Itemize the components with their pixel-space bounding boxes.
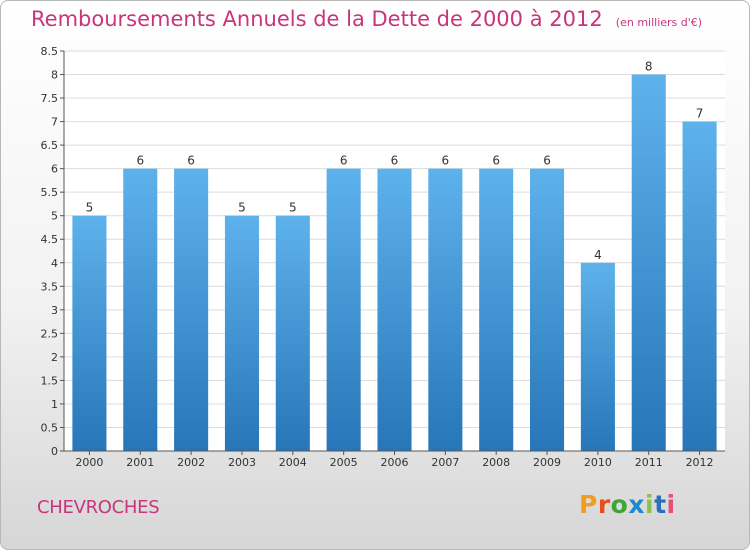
y-tick-label: 8.5 bbox=[41, 45, 59, 58]
bar bbox=[479, 168, 514, 451]
x-tick-label: 2012 bbox=[686, 456, 714, 469]
bar-value-label: 8 bbox=[645, 60, 653, 74]
y-tick-label: 5 bbox=[51, 210, 58, 223]
bar-value-label: 7 bbox=[696, 107, 704, 121]
x-tick-label: 2007 bbox=[431, 456, 459, 469]
y-tick-label: 0.5 bbox=[41, 421, 59, 434]
bar bbox=[631, 74, 666, 451]
bar-value-label: 4 bbox=[594, 248, 602, 262]
y-tick-label: 7 bbox=[51, 116, 58, 129]
y-tick-label: 6.5 bbox=[41, 139, 59, 152]
x-tick-label: 2004 bbox=[279, 456, 307, 469]
x-tick-label: 2006 bbox=[381, 456, 409, 469]
chart-title: Remboursements Annuels de la Dette de 20… bbox=[31, 7, 603, 31]
y-tick-label: 1 bbox=[51, 398, 58, 411]
bar-value-label: 6 bbox=[187, 154, 195, 168]
bar-value-label: 6 bbox=[543, 154, 551, 168]
y-tick-label: 1.5 bbox=[41, 374, 59, 387]
logo-letter: x bbox=[628, 490, 645, 519]
y-tick-label: 8 bbox=[51, 69, 58, 82]
bar bbox=[682, 121, 717, 452]
bar bbox=[123, 168, 158, 451]
x-tick-label: 2002 bbox=[177, 456, 205, 469]
chart-header: Remboursements Annuels de la Dette de 20… bbox=[31, 7, 702, 31]
bar-value-label: 5 bbox=[289, 201, 297, 215]
x-tick-label: 2001 bbox=[126, 456, 154, 469]
x-tick-label: 2009 bbox=[533, 456, 561, 469]
y-tick-label: 5.5 bbox=[41, 186, 59, 199]
bar-value-label: 5 bbox=[86, 201, 94, 215]
bar-value-label: 6 bbox=[492, 154, 500, 168]
y-tick-label: 2 bbox=[51, 351, 58, 364]
bar-value-label: 6 bbox=[442, 154, 450, 168]
bar bbox=[377, 168, 412, 451]
y-tick-label: 3 bbox=[51, 304, 58, 317]
bar-value-label: 5 bbox=[238, 201, 246, 215]
bar bbox=[428, 168, 463, 451]
y-tick-label: 4.5 bbox=[41, 233, 59, 246]
y-tick-label: 4 bbox=[51, 257, 58, 270]
x-tick-label: 2010 bbox=[584, 456, 612, 469]
commune-name: CHEVROCHES bbox=[37, 497, 160, 518]
y-tick-label: 2.5 bbox=[41, 327, 59, 340]
x-tick-label: 2011 bbox=[635, 456, 663, 469]
y-tick-label: 3.5 bbox=[41, 280, 59, 293]
bar bbox=[72, 215, 107, 451]
logo-letter: o bbox=[610, 490, 629, 519]
y-tick-label: 7.5 bbox=[41, 92, 59, 105]
bar-value-label: 6 bbox=[136, 154, 144, 168]
bar-value-label: 6 bbox=[391, 154, 399, 168]
logo-letter: i bbox=[645, 490, 655, 519]
bars bbox=[72, 74, 717, 452]
y-tick-label: 6 bbox=[51, 163, 58, 176]
x-tick-label: 2005 bbox=[330, 456, 358, 469]
bar bbox=[224, 215, 259, 451]
logo-letter: i bbox=[666, 490, 676, 519]
proxiti-logo: Proxiti bbox=[579, 490, 676, 519]
bar bbox=[530, 168, 565, 451]
logo-letter: r bbox=[597, 490, 611, 519]
axes bbox=[60, 50, 725, 455]
bar bbox=[580, 262, 615, 451]
logo-letter: P bbox=[579, 490, 598, 519]
x-tick-label: 2008 bbox=[482, 456, 510, 469]
x-tick-label: 2000 bbox=[75, 456, 103, 469]
logo-letter: t bbox=[654, 490, 667, 519]
labels: 0 0.5 1 1.5 2 2.5 3 3.5 4 4.5 5 5.5 6 6.5 7 7.5 8 8.5 5 200… bbox=[41, 45, 714, 469]
bar bbox=[275, 215, 310, 451]
bar bbox=[326, 168, 361, 451]
chart-unit: (en milliers d'€) bbox=[615, 16, 703, 29]
y-tick-label: 0 bbox=[51, 445, 58, 458]
bar bbox=[174, 168, 209, 451]
bar-value-label: 6 bbox=[340, 154, 348, 168]
x-tick-label: 2003 bbox=[228, 456, 256, 469]
